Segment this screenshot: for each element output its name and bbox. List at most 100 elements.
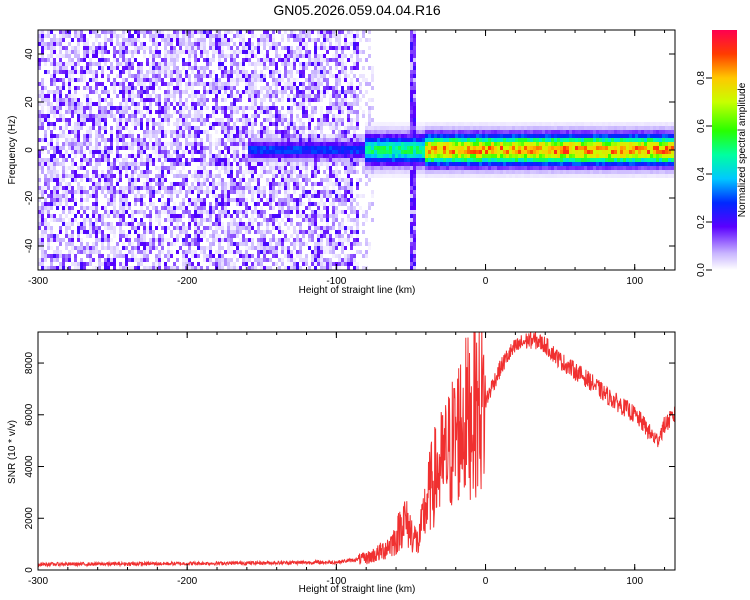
heatmap-cell xyxy=(299,266,302,270)
heatmap-cell xyxy=(401,122,404,126)
heatmap-cell xyxy=(53,110,56,114)
heatmap-cell xyxy=(158,262,161,266)
heatmap-cell xyxy=(107,102,110,106)
heatmap-cell xyxy=(311,166,314,170)
heatmap-cell xyxy=(122,110,125,114)
heatmap-cell xyxy=(260,186,263,190)
heatmap-cell xyxy=(47,158,50,162)
heatmap-cell xyxy=(95,194,98,198)
heatmap-cell xyxy=(197,142,200,146)
heatmap-cell xyxy=(143,102,146,106)
heatmap-cell xyxy=(281,150,284,154)
heatmap-cell xyxy=(83,250,86,254)
heatmap-cell xyxy=(56,102,59,106)
heatmap-cell xyxy=(179,90,182,94)
heatmap-cell xyxy=(101,90,104,94)
heatmap-cell xyxy=(314,162,317,166)
heatmap-cell xyxy=(398,142,401,146)
heatmap-cell xyxy=(74,266,77,270)
heatmap-cell xyxy=(110,142,113,146)
heatmap-cell xyxy=(176,122,179,126)
heatmap-cell xyxy=(44,250,47,254)
heatmap-cell xyxy=(158,110,161,114)
heatmap-cell xyxy=(152,70,155,74)
heatmap-cell xyxy=(176,118,179,122)
heatmap-cell xyxy=(89,134,92,138)
heatmap-cell xyxy=(245,202,248,206)
heatmap-cell xyxy=(329,58,332,62)
heatmap-cell xyxy=(155,146,158,150)
heatmap-cell xyxy=(344,262,347,266)
heatmap-cell xyxy=(197,146,200,150)
heatmap-cell xyxy=(113,114,116,118)
heatmap-cell xyxy=(44,222,47,226)
heatmap-cell xyxy=(137,146,140,150)
heatmap-cell xyxy=(143,158,146,162)
heatmap-cell xyxy=(173,242,176,246)
heatmap-cell xyxy=(47,46,50,50)
heatmap-cell xyxy=(362,210,365,214)
heatmap-cell xyxy=(62,98,65,102)
heatmap-cell xyxy=(218,38,221,42)
heatmap-cell xyxy=(260,234,263,238)
heatmap-cell xyxy=(149,194,152,198)
heatmap-cell xyxy=(38,122,41,126)
heatmap-cell xyxy=(92,190,95,194)
heatmap-cell xyxy=(203,90,206,94)
heatmap-cell xyxy=(389,170,392,174)
heatmap-cell xyxy=(365,214,368,218)
heatmap-cell xyxy=(236,226,239,230)
heatmap-cell xyxy=(215,154,218,158)
heatmap-cell xyxy=(56,258,59,262)
heatmap-cell xyxy=(221,54,224,58)
heatmap-cell xyxy=(215,82,218,86)
heatmap-cell xyxy=(359,194,362,198)
heatmap-cell xyxy=(299,254,302,258)
heatmap-cell xyxy=(149,178,152,182)
heatmap-cell xyxy=(413,46,416,50)
heatmap-cell xyxy=(71,38,74,42)
heatmap-cell xyxy=(86,82,89,86)
heatmap-cell xyxy=(209,46,212,50)
heatmap-cell xyxy=(173,86,176,90)
heatmap-cell xyxy=(329,158,332,162)
heatmap-cell xyxy=(239,98,242,102)
heatmap-cell xyxy=(47,194,50,198)
heatmap-cell xyxy=(410,38,413,42)
heatmap-cell xyxy=(329,146,332,150)
heatmap-cell xyxy=(335,50,338,54)
heatmap-cell xyxy=(92,42,95,46)
heatmap-cell xyxy=(164,210,167,214)
heatmap-cell xyxy=(56,38,59,42)
heatmap-cell xyxy=(266,154,269,158)
heatmap-cell xyxy=(164,66,167,70)
heatmap-cell xyxy=(413,170,416,174)
heatmap-cell xyxy=(44,58,47,62)
heatmap-cell xyxy=(128,162,131,166)
heatmap-cell xyxy=(137,82,140,86)
heatmap-cell xyxy=(230,226,233,230)
heatmap-cell xyxy=(383,146,386,150)
heatmap-cell xyxy=(356,118,359,122)
heatmap-cell xyxy=(158,126,161,130)
heatmap-cell xyxy=(41,90,44,94)
heatmap-cell xyxy=(200,74,203,78)
heatmap-cell xyxy=(251,210,254,214)
heatmap-cell xyxy=(104,58,107,62)
heatmap-cell xyxy=(140,250,143,254)
heatmap-cell xyxy=(272,150,275,154)
heatmap-cell xyxy=(44,94,47,98)
heatmap-cell xyxy=(182,130,185,134)
heatmap-cell xyxy=(245,122,248,126)
heatmap-cell xyxy=(338,230,341,234)
heatmap-cell xyxy=(227,134,230,138)
heatmap-cell xyxy=(401,166,404,170)
heatmap-cell xyxy=(410,198,413,202)
heatmap-cell xyxy=(101,134,104,138)
heatmap-cell xyxy=(284,214,287,218)
heatmap-cell xyxy=(320,42,323,46)
heatmap-cell xyxy=(251,114,254,118)
heatmap-cell xyxy=(98,82,101,86)
heatmap-cell xyxy=(338,198,341,202)
heatmap-cell xyxy=(125,222,128,226)
